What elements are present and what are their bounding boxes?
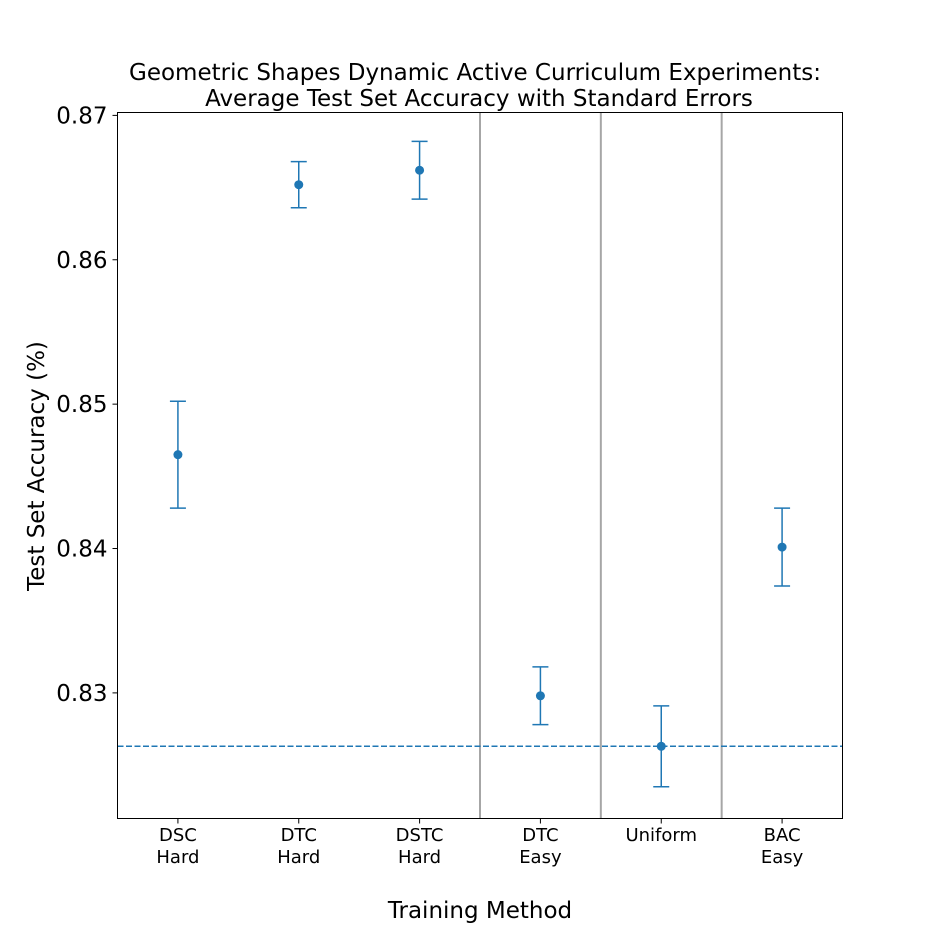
x-tick-label-line2: Easy [761, 847, 804, 868]
chart-title-line2: Average Test Set Accuracy with Standard … [205, 86, 753, 112]
group-separators [479, 112, 723, 819]
y-axis-ticks: 0.83 0.84 0.85 0.86 0.87 [56, 103, 118, 707]
data-point-2 [294, 180, 304, 190]
data-point-3 [415, 165, 425, 175]
x-tick-label-line2: Easy [519, 847, 562, 868]
y-tick-label: 0.87 [56, 103, 107, 129]
x-tick-label-line1: Uniform [625, 825, 697, 846]
x-tick-label-line2: Hard [156, 847, 199, 868]
data-point-1 [173, 450, 183, 460]
data-point-4 [535, 691, 545, 701]
x-tick-label-line1: BAC [764, 825, 801, 846]
x-tick-label-line1: DTC [522, 825, 558, 846]
plot-area-frame [117, 112, 843, 819]
x-tick-label-line1: DSTC [396, 825, 444, 846]
chart-title-line1: Geometric Shapes Dynamic Active Curricul… [129, 60, 821, 86]
x-tick-label-line1: DTC [281, 825, 317, 846]
y-tick-label: 0.86 [56, 248, 107, 274]
data-point-6 [777, 542, 787, 552]
y-tick-label: 0.84 [56, 537, 107, 563]
x-tick-label-line2: Hard [398, 847, 441, 868]
y-tick-label: 0.83 [56, 681, 107, 707]
data-point-5 [656, 741, 666, 751]
data-points [173, 165, 787, 751]
x-axis-label: Training Method [387, 898, 572, 924]
x-tick-label-line1: DSC [159, 825, 197, 846]
y-axis-label: Test Set Accuracy (%) [24, 341, 50, 592]
x-tick-label-line2: Hard [277, 847, 320, 868]
y-tick-label: 0.85 [56, 392, 107, 418]
